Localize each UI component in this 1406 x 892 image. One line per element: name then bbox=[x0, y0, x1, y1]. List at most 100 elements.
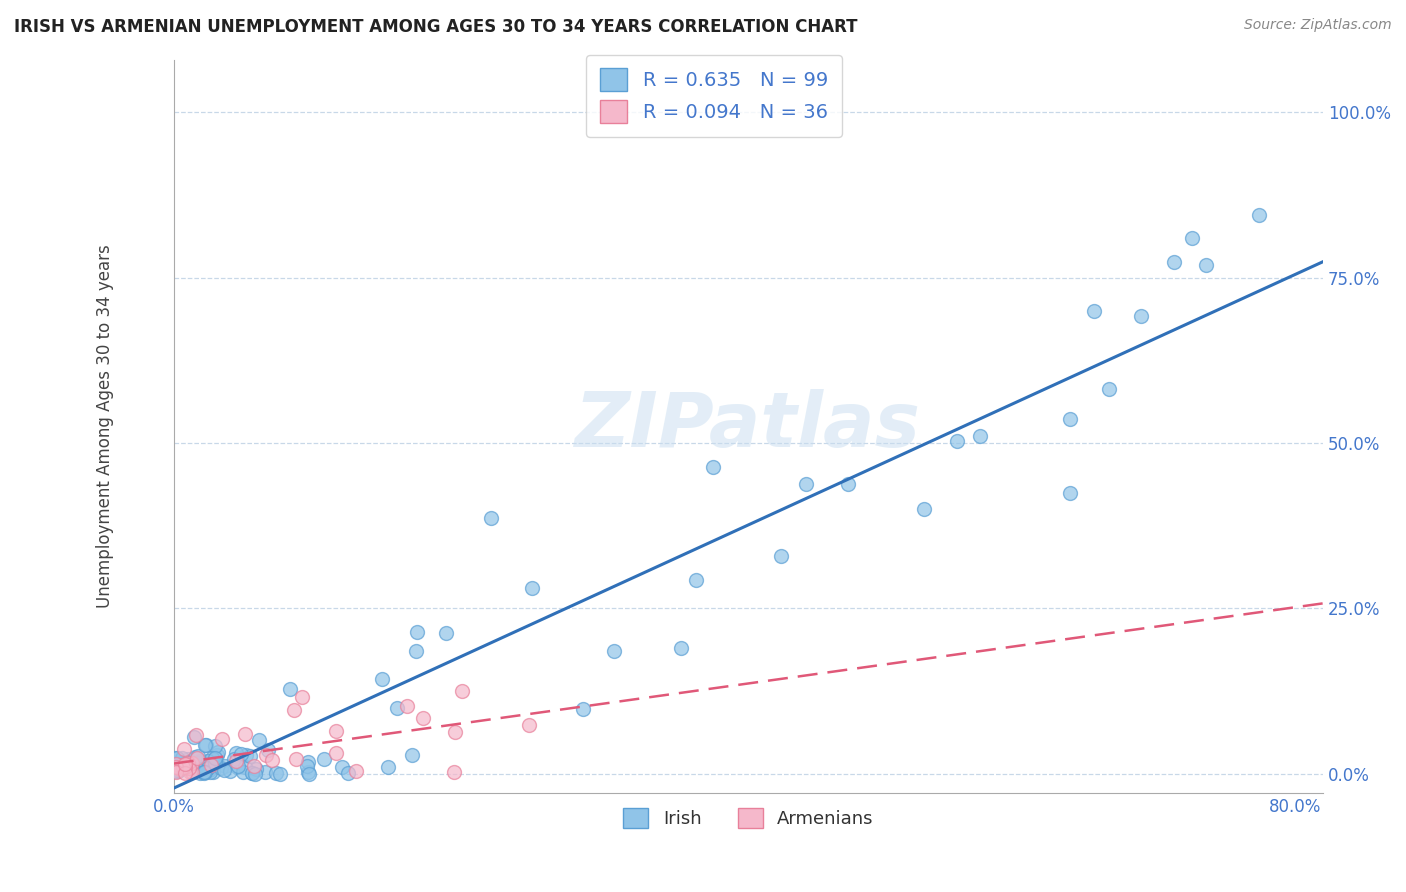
Text: ZIPatlas: ZIPatlas bbox=[575, 390, 921, 464]
Point bbox=[193, 739, 215, 753]
Point bbox=[243, 759, 266, 773]
Point bbox=[179, 764, 201, 779]
Point bbox=[186, 751, 208, 765]
Point bbox=[256, 742, 278, 756]
Point bbox=[702, 460, 724, 475]
Point bbox=[330, 760, 353, 774]
Point bbox=[172, 760, 194, 774]
Point bbox=[285, 752, 308, 766]
Point bbox=[165, 750, 187, 764]
Point bbox=[945, 434, 967, 449]
Point bbox=[183, 730, 205, 744]
Point bbox=[190, 762, 212, 776]
Point bbox=[769, 549, 792, 563]
Point bbox=[412, 711, 434, 725]
Point bbox=[181, 763, 204, 777]
Point bbox=[188, 766, 211, 780]
Point bbox=[240, 766, 263, 780]
Point bbox=[1083, 304, 1105, 318]
Point bbox=[254, 765, 277, 780]
Point bbox=[165, 765, 187, 780]
Point bbox=[180, 764, 202, 779]
Point bbox=[344, 764, 367, 779]
Point bbox=[177, 760, 200, 774]
Point bbox=[205, 748, 228, 763]
Point bbox=[201, 753, 224, 767]
Point bbox=[1181, 230, 1204, 244]
Point bbox=[204, 739, 226, 753]
Point bbox=[188, 754, 211, 768]
Point bbox=[233, 727, 256, 741]
Text: Source: ZipAtlas.com: Source: ZipAtlas.com bbox=[1244, 18, 1392, 32]
Point bbox=[180, 760, 202, 774]
Point bbox=[167, 763, 190, 777]
Point bbox=[197, 754, 219, 768]
Point bbox=[176, 760, 198, 774]
Point bbox=[225, 746, 247, 760]
Point bbox=[298, 766, 321, 780]
Point bbox=[174, 760, 197, 774]
Point bbox=[1098, 382, 1121, 396]
Point bbox=[434, 625, 457, 640]
Point bbox=[235, 747, 257, 762]
Point bbox=[188, 756, 211, 770]
Point bbox=[1129, 310, 1152, 324]
Point bbox=[794, 477, 817, 491]
Point bbox=[443, 724, 465, 739]
Point bbox=[195, 738, 218, 752]
Point bbox=[163, 764, 186, 778]
Point bbox=[283, 703, 305, 717]
Point bbox=[166, 763, 188, 777]
Point bbox=[184, 750, 207, 764]
Point bbox=[167, 758, 190, 772]
Point bbox=[685, 574, 707, 588]
Point bbox=[262, 753, 284, 767]
Point bbox=[193, 766, 215, 780]
Point bbox=[240, 766, 263, 780]
Point bbox=[214, 759, 236, 773]
Point bbox=[222, 752, 245, 766]
Point bbox=[405, 625, 427, 640]
Point bbox=[278, 681, 301, 696]
Point bbox=[200, 750, 222, 764]
Point bbox=[173, 765, 195, 780]
Point bbox=[325, 746, 347, 760]
Point bbox=[167, 764, 190, 778]
Point bbox=[520, 582, 543, 596]
Point bbox=[385, 700, 408, 714]
Point bbox=[184, 728, 207, 742]
Point bbox=[219, 764, 242, 778]
Point bbox=[204, 756, 226, 770]
Point bbox=[377, 760, 399, 774]
Point bbox=[312, 752, 335, 766]
Point bbox=[264, 765, 287, 780]
Point bbox=[166, 750, 188, 764]
Point bbox=[170, 750, 193, 764]
Point bbox=[1059, 486, 1081, 500]
Point bbox=[1195, 258, 1218, 272]
Text: IRISH VS ARMENIAN UNEMPLOYMENT AMONG AGES 30 TO 34 YEARS CORRELATION CHART: IRISH VS ARMENIAN UNEMPLOYMENT AMONG AGE… bbox=[14, 18, 858, 36]
Point bbox=[297, 756, 319, 770]
Point bbox=[198, 764, 221, 778]
Point bbox=[603, 643, 626, 657]
Point bbox=[247, 733, 270, 747]
Point bbox=[226, 759, 249, 773]
Point bbox=[912, 501, 935, 516]
Point bbox=[517, 718, 540, 732]
Point bbox=[1059, 411, 1081, 425]
Point bbox=[291, 690, 314, 705]
Point bbox=[194, 765, 217, 780]
Text: Unemployment Among Ages 30 to 34 years: Unemployment Among Ages 30 to 34 years bbox=[96, 244, 114, 608]
Point bbox=[969, 429, 991, 443]
Point bbox=[572, 702, 595, 716]
Point bbox=[180, 756, 202, 771]
Point bbox=[172, 758, 194, 772]
Point bbox=[187, 749, 209, 764]
Point bbox=[193, 765, 215, 780]
Point bbox=[245, 762, 267, 776]
Point bbox=[177, 756, 200, 771]
Point bbox=[401, 747, 423, 762]
Point bbox=[169, 762, 191, 776]
Point bbox=[165, 759, 187, 773]
Point bbox=[295, 759, 318, 773]
